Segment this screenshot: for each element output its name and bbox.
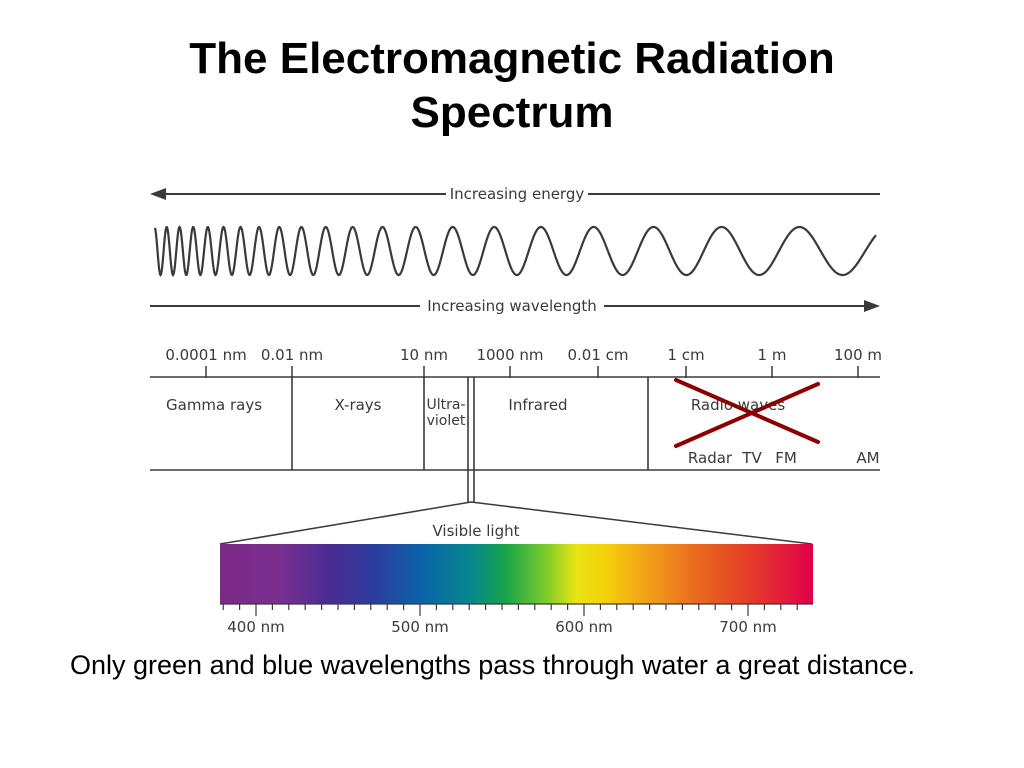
- visible-light-label: Visible light: [432, 522, 519, 540]
- increasing-wavelength-arrow: Increasing wavelength: [150, 297, 880, 315]
- region-infrared: Infrared: [508, 396, 567, 414]
- radio-band-am: AM: [856, 449, 879, 467]
- scale-tick-label: 0.0001 nm: [165, 346, 246, 364]
- wavelength-scale: 0.0001 nm 0.01 nm 10 nm 1000 nm 0.01 cm …: [165, 346, 882, 378]
- scale-tick-label: 0.01 cm: [567, 346, 628, 364]
- visible-light-scale: [220, 603, 813, 616]
- scale-tick-label: 100 m: [834, 346, 882, 364]
- scale-tick-label: 0.01 nm: [261, 346, 323, 364]
- slide-caption: Only green and blue wavelengths pass thr…: [70, 650, 916, 680]
- radio-band-tv: TV: [741, 449, 762, 467]
- radio-band-radar: Radar: [688, 449, 733, 467]
- visible-light-gradient-bar: [220, 544, 813, 604]
- region-x-rays: X-rays: [335, 396, 382, 414]
- visible-tick-label: 600 nm: [555, 618, 613, 636]
- region-gamma-rays: Gamma rays: [166, 396, 262, 414]
- em-spectrum-diagram: Increasing energy Increasing wavelength …: [150, 185, 882, 636]
- region-ultraviolet-line2: violet: [427, 413, 466, 429]
- visible-tick-label: 500 nm: [391, 618, 449, 636]
- visible-tick-label: 700 nm: [719, 618, 777, 636]
- region-ultraviolet-line1: Ultra-: [426, 397, 465, 413]
- increasing-energy-label: Increasing energy: [450, 185, 585, 203]
- scale-tick-label: 1 cm: [667, 346, 704, 364]
- increasing-wavelength-label: Increasing wavelength: [427, 297, 597, 315]
- scale-tick-label: 10 nm: [400, 346, 448, 364]
- visible-tick-label: 400 nm: [227, 618, 285, 636]
- scale-tick-label: 1 m: [758, 346, 787, 364]
- title-line-1: The Electromagnetic Radiation: [189, 34, 835, 83]
- scale-tick-label: 1000 nm: [476, 346, 543, 364]
- visible-light-expansion: [219, 501, 813, 545]
- wave-icon: [153, 225, 877, 278]
- increasing-energy-arrow: Increasing energy: [150, 185, 880, 203]
- title-line-2: Spectrum: [410, 88, 614, 137]
- cross-out-mark: [674, 378, 820, 448]
- slide-title: The Electromagnetic Radiation Spectrum: [0, 32, 1024, 140]
- radio-band-fm: FM: [775, 449, 797, 467]
- spectrum-regions-table: [150, 376, 880, 502]
